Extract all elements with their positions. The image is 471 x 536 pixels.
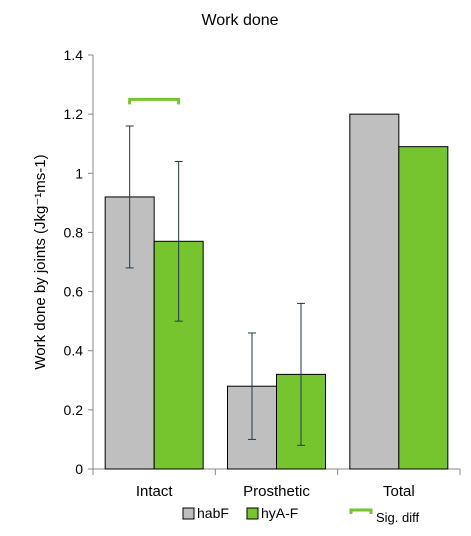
- y-tick-label: 0.6: [64, 284, 84, 300]
- chart-title: Work done: [201, 12, 278, 29]
- legend-label-sig-diff: Sig. diff: [376, 510, 420, 525]
- y-tick-label: 1.2: [64, 106, 84, 122]
- y-tick-label: 0.2: [64, 402, 84, 418]
- bar-hyA-F-total: [398, 146, 449, 470]
- y-tick-label: 0.4: [64, 343, 84, 359]
- legend-swatch-habF: [182, 507, 195, 520]
- legend-label-habF: habF: [197, 505, 229, 521]
- x-tick-label: Total: [383, 483, 415, 500]
- legend: habF hyA-F Sig. diff: [182, 505, 420, 525]
- legend-label-hyA-F: hyA-F: [261, 505, 298, 521]
- plot-area: 0 0.2 0.4 0.6 0.8 1 1.2 1.4 Intact Prosthetic Tota…: [64, 47, 461, 500]
- x-tick-label: Intact: [136, 483, 174, 500]
- legend-bracket-swatch: [349, 508, 373, 514]
- legend-swatch-hyA-F: [246, 507, 259, 520]
- y-tick-label: 1.4: [64, 47, 84, 63]
- y-tick-label: 0: [75, 461, 83, 477]
- x-tick-label: Prosthetic: [243, 483, 310, 500]
- bar-habF-total: [349, 113, 400, 470]
- y-tick-label: 0.8: [64, 224, 84, 240]
- y-tick-label: 1: [75, 165, 83, 181]
- y-axis-label: Work done by joints (Jkg⁻¹ms-1): [32, 154, 49, 369]
- significance-bracket: [128, 97, 181, 105]
